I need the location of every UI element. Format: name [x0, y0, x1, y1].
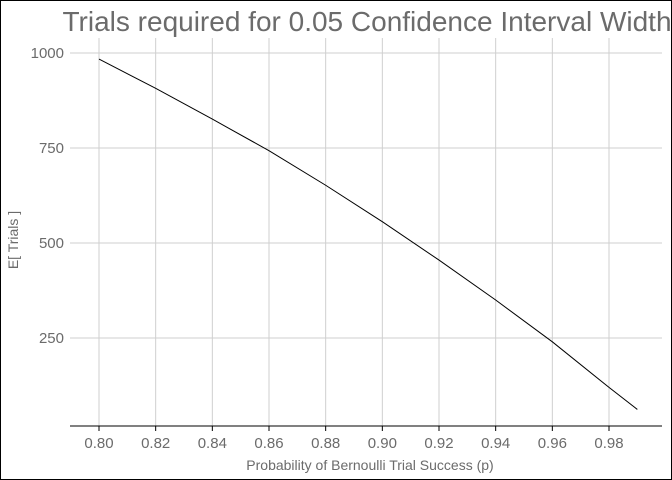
x-tick-labels: 0.80 0.82 0.84 0.86 0.88 0.90 0.92 0.94 0.96 0.98 [84, 435, 623, 452]
chart-title: Trials required for 0.05 Confidence Inte… [62, 6, 671, 37]
x-tick-label: 0.92 [424, 435, 453, 452]
x-tick-label: 0.96 [538, 435, 567, 452]
x-tick-label: 0.98 [594, 435, 623, 452]
x-axis-label: Probability of Bernoulli Trial Success (… [246, 457, 493, 473]
x-tick-label: 0.88 [311, 435, 340, 452]
x-tick-label: 0.82 [141, 435, 170, 452]
x-tick-label: 0.84 [198, 435, 227, 452]
x-tick-marks [98, 426, 610, 431]
x-tick-label: 0.86 [254, 435, 283, 452]
y-tick-label: 1000 [31, 45, 64, 62]
y-axis-label: E[ Trials ] [5, 211, 21, 269]
x-tick-label: 0.94 [481, 435, 510, 452]
x-tick-label: 0.90 [368, 435, 397, 452]
y-tick-label: 750 [39, 140, 64, 157]
series-line [98, 58, 638, 410]
y-tick-labels: 250 500 750 1000 [31, 45, 64, 347]
y-tick-label: 500 [39, 235, 64, 252]
y-tick-label: 250 [39, 330, 64, 347]
x-gridlines [98, 38, 610, 426]
y-gridlines [70, 52, 662, 339]
x-tick-label: 0.80 [84, 435, 113, 452]
